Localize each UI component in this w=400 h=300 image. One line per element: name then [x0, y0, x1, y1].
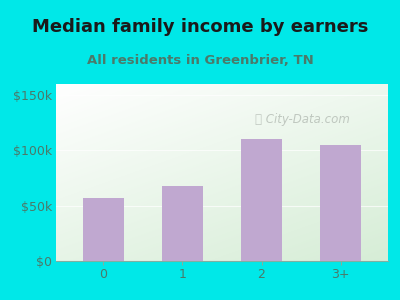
- Bar: [83, 198, 124, 261]
- Text: Median family income by earners: Median family income by earners: [32, 18, 368, 36]
- Bar: [162, 186, 203, 261]
- Bar: [241, 139, 282, 261]
- Text: ⓒ City-Data.com: ⓒ City-Data.com: [255, 113, 350, 126]
- Bar: [320, 145, 361, 261]
- Text: All residents in Greenbrier, TN: All residents in Greenbrier, TN: [87, 53, 313, 67]
